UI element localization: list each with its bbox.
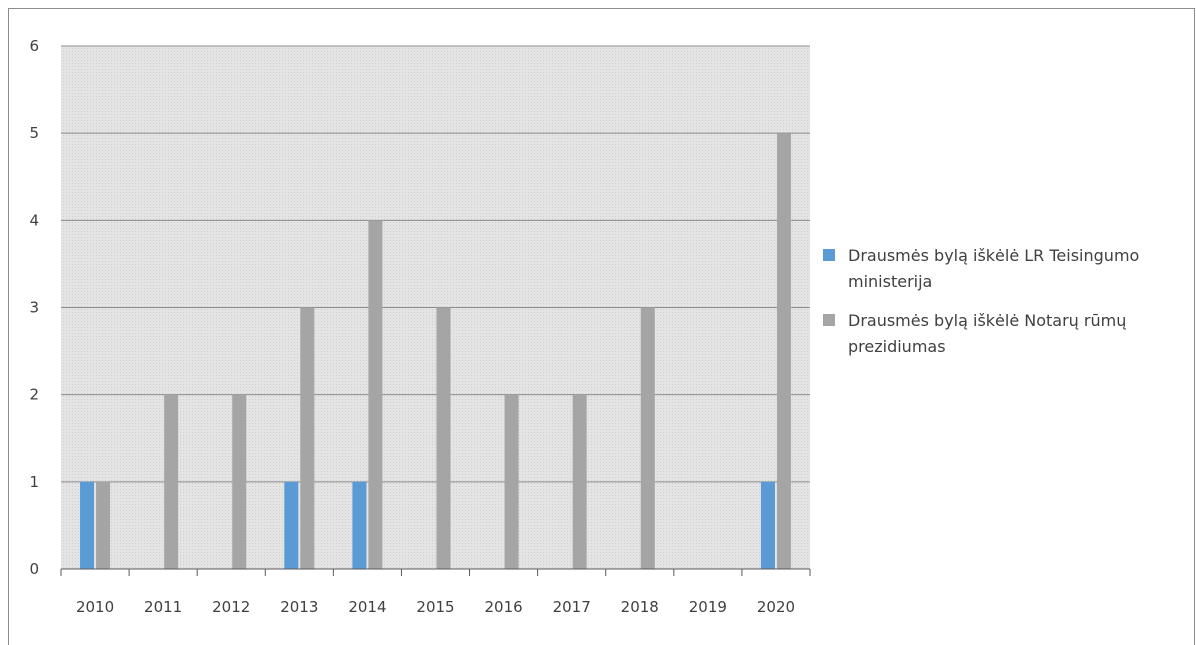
x-tick-label: 2012 — [212, 598, 250, 616]
x-tick-label: 2018 — [621, 598, 659, 616]
bar-presidium-2018 — [640, 307, 655, 569]
x-tick-label: 2014 — [348, 598, 386, 616]
x-tick-label: 2015 — [416, 598, 454, 616]
bar-presidium-2010 — [96, 481, 111, 569]
legend-item-ministry: Drausmės bylą iškėlė LR Teisingumo minis… — [820, 243, 1190, 295]
bar-presidium-2012 — [232, 394, 247, 569]
legend-swatch-presidium — [823, 314, 835, 326]
gridlines — [61, 45, 810, 483]
bar-presidium-2016 — [504, 394, 519, 569]
bar-ministry-2020 — [760, 481, 775, 569]
bar-presidium-2015 — [436, 307, 451, 569]
y-tick-label: 5 — [29, 124, 39, 142]
x-tick-label: 2020 — [757, 598, 795, 616]
y-tick-label: 6 — [29, 37, 39, 55]
bar-ministry-2013 — [284, 481, 299, 569]
bars — [80, 133, 791, 570]
x-tick-label: 2019 — [689, 598, 727, 616]
y-tick-label: 0 — [29, 560, 39, 578]
bar-ministry-2010 — [80, 481, 95, 569]
y-tick-labels: 0 1 2 3 4 5 6 — [29, 37, 39, 578]
x-tick-label: 2017 — [553, 598, 591, 616]
x-tick-label: 2011 — [144, 598, 182, 616]
y-tick-label: 3 — [29, 299, 39, 317]
axes — [60, 568, 811, 576]
bar-presidium-2013 — [300, 307, 315, 569]
legend-label-ministry: Drausmės bylą iškėlė LR Teisingumo minis… — [848, 246, 1140, 291]
x-tick-label: 2013 — [280, 598, 318, 616]
bar-presidium-2014 — [368, 220, 383, 570]
x-tick-labels: 2010 2011 2012 2013 2014 2015 2016 2017 2018 2019… — [76, 598, 795, 616]
x-tick-label: 2016 — [484, 598, 522, 616]
bar-ministry-2014 — [352, 481, 367, 569]
x-tick-label: 2010 — [76, 598, 114, 616]
y-tick-label: 1 — [29, 473, 39, 491]
chart-frame — [8, 8, 1195, 645]
legend-swatch-ministry — [823, 249, 835, 261]
legend-item-presidium: Drausmės bylą iškėlė Notarų rūmų prezidi… — [820, 308, 1190, 360]
legend: Drausmės bylą iškėlė LR Teisingumo minis… — [820, 243, 1190, 373]
y-tick-label: 2 — [29, 386, 39, 404]
bar-presidium-2011 — [164, 394, 179, 569]
y-tick-label: 4 — [29, 211, 39, 229]
bar-presidium-2017 — [572, 394, 587, 569]
bar-presidium-2020 — [776, 133, 791, 569]
legend-label-presidium: Drausmės bylą iškėlė Notarų rūmų prezidi… — [848, 311, 1127, 356]
